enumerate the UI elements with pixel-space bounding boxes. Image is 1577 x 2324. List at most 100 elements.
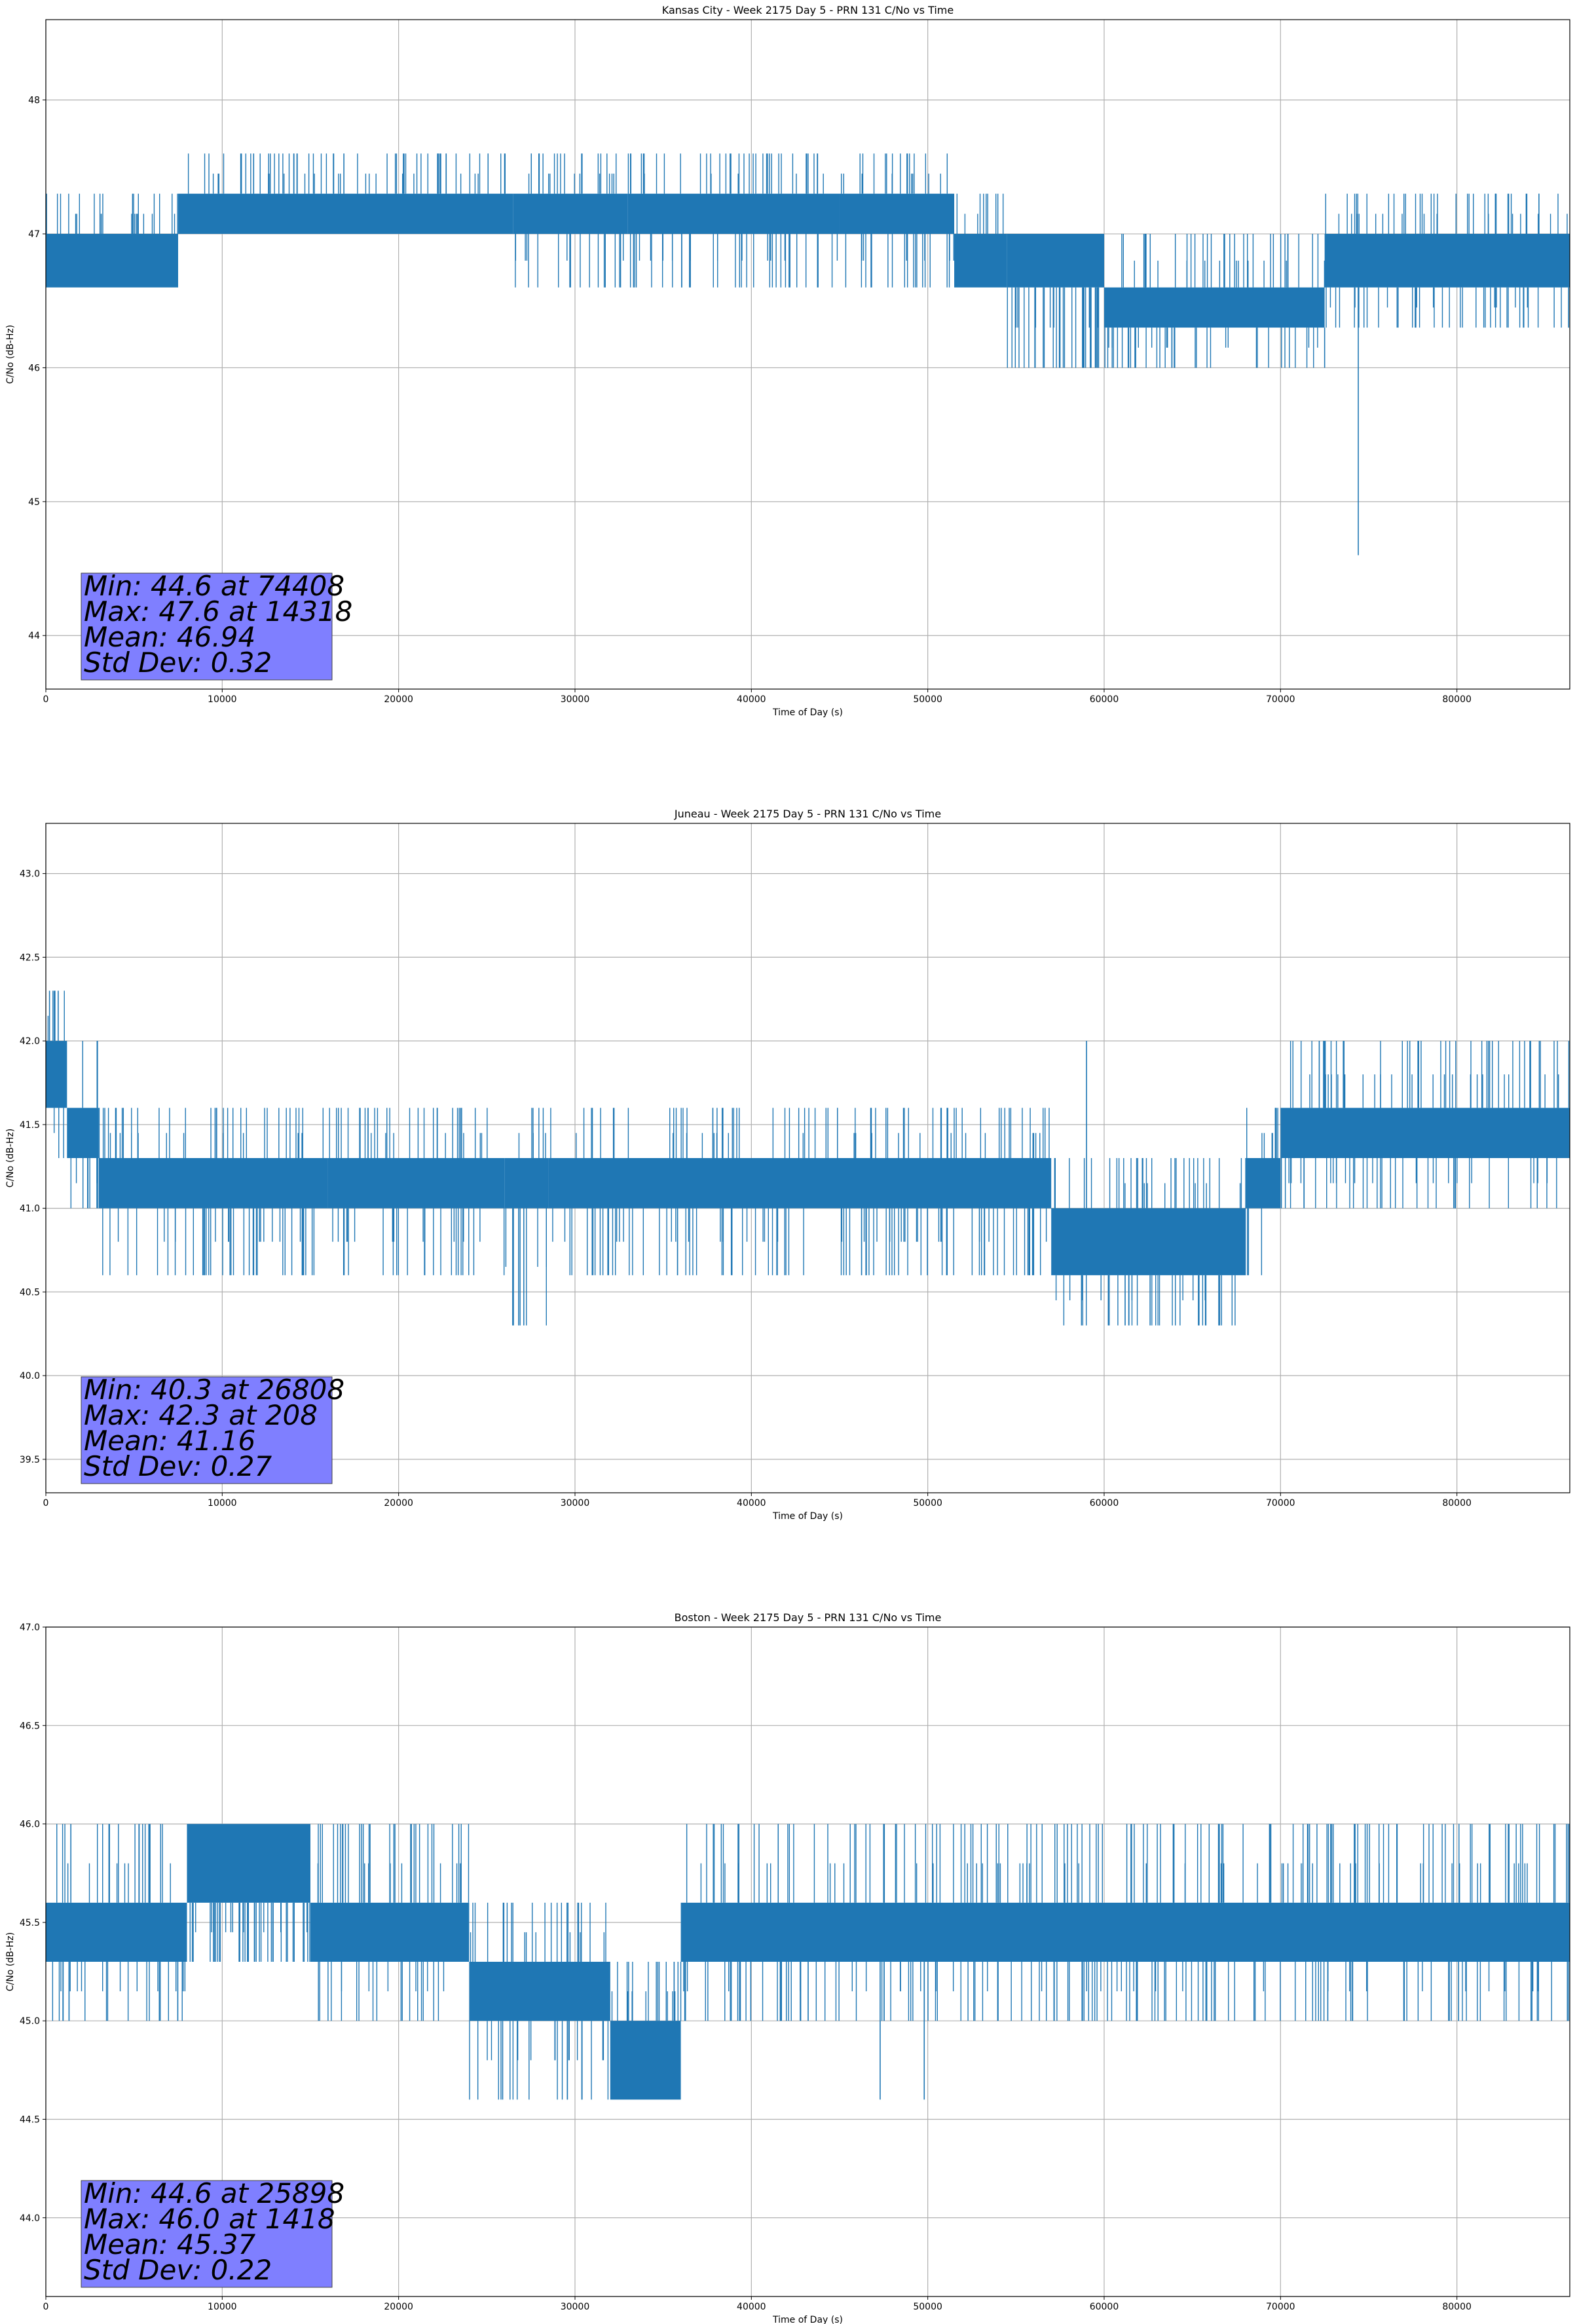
x-tick-label: 80000	[1442, 694, 1472, 705]
y-tick-label: 45	[28, 497, 40, 508]
chart-title: Boston - Week 2175 Day 5 - PRN 131 C/No …	[675, 1611, 942, 1624]
x-tick-label: 70000	[1266, 2302, 1295, 2312]
x-tick-label: 20000	[384, 2302, 413, 2312]
stats-min: Min: 44.6 at 74408	[84, 570, 344, 602]
stats-mean: Mean: 45.37	[84, 2228, 255, 2260]
x-tick-label: 50000	[913, 1498, 942, 1509]
x-tick-label: 70000	[1266, 694, 1295, 705]
x-tick-label: 0	[43, 1498, 49, 1509]
y-tick-label: 42.0	[20, 1036, 40, 1047]
data-band	[187, 1824, 310, 1903]
data-band	[67, 1108, 99, 1158]
y-tick-label: 43.0	[20, 869, 40, 880]
y-tick-label: 46.0	[20, 1820, 40, 1830]
y-tick-label: 44.5	[20, 2114, 40, 2125]
stats-max: Max: 42.3 at 208	[84, 1399, 318, 1431]
data-band	[513, 193, 628, 234]
y-tick-label: 41.0	[20, 1204, 40, 1214]
data-band	[177, 193, 513, 234]
y-tick-label: 44	[28, 631, 40, 641]
data-band	[1280, 1108, 1570, 1158]
x-tick-label: 50000	[913, 2302, 942, 2312]
data-band	[954, 234, 1007, 288]
x-tick-label: 80000	[1442, 1498, 1472, 1509]
stats-max: Max: 47.6 at 14318	[84, 595, 352, 628]
stats-box-background	[81, 1376, 333, 1484]
y-tick-label: 47	[28, 229, 40, 240]
stats-std: Std Dev: 0.27	[84, 1450, 272, 1482]
y-tick-label: 39.5	[20, 1455, 40, 1465]
axes-frame	[45, 823, 1570, 1493]
chart-panel-3: Boston - Week 2175 Day 5 - PRN 131 C/No …	[5, 1611, 1570, 2324]
chart-panel-1: Kansas City - Week 2175 Day 5 - PRN 131 …	[5, 4, 1570, 718]
x-tick-label: 10000	[208, 694, 237, 705]
x-axis-label: Time of Day (s)	[772, 707, 843, 718]
axes-frame	[45, 19, 1570, 690]
x-tick-label: 60000	[1090, 2302, 1119, 2312]
x-tick-label: 30000	[561, 1498, 590, 1509]
x-tick-label: 0	[43, 2302, 49, 2312]
y-tick-label: 46.5	[20, 1721, 40, 1731]
stats-min: Min: 40.3 at 26808	[84, 1374, 344, 1406]
y-tick-label: 45.5	[20, 1918, 40, 1928]
y-axis-label: C/No (dB-Hz)	[5, 325, 16, 384]
data-band	[839, 193, 955, 234]
data-band	[504, 1158, 549, 1209]
chart-title: Kansas City - Week 2175 Day 5 - PRN 131 …	[662, 4, 954, 16]
x-tick-label: 80000	[1442, 2302, 1472, 2312]
stats-std: Std Dev: 0.22	[84, 2254, 272, 2286]
data-band	[46, 234, 178, 288]
data-series	[46, 990, 1570, 1326]
y-tick-label: 47.0	[20, 1622, 40, 1633]
data-band	[310, 1902, 470, 1962]
stats-mean: Mean: 41.16	[84, 1425, 255, 1457]
data-band	[1104, 287, 1325, 328]
x-tick-label: 20000	[384, 694, 413, 705]
stats-box-background	[81, 2180, 333, 2288]
stats-mean: Mean: 46.94	[84, 621, 255, 653]
y-tick-label: 46	[28, 363, 40, 373]
chart-panel-2: Juneau - Week 2175 Day 5 - PRN 131 C/No …	[5, 808, 1570, 1522]
x-tick-label: 0	[43, 694, 49, 705]
data-band	[610, 2021, 681, 2100]
x-tick-label: 40000	[737, 2302, 766, 2312]
x-tick-label: 50000	[913, 694, 942, 705]
y-tick-label: 48	[28, 96, 40, 106]
y-tick-label: 45.0	[20, 2016, 40, 2027]
data-band	[1324, 234, 1570, 288]
x-tick-label: 20000	[384, 1498, 413, 1509]
stats-box-background	[81, 572, 333, 681]
x-axis-label: Time of Day (s)	[772, 1511, 843, 1522]
x-tick-label: 60000	[1090, 694, 1119, 705]
y-tick-label: 42.5	[20, 952, 40, 963]
y-tick-label: 41.5	[20, 1120, 40, 1131]
data-series	[46, 153, 1570, 555]
data-band	[46, 1902, 187, 1962]
y-tick-label: 44.0	[20, 2213, 40, 2224]
x-tick-label: 60000	[1090, 1498, 1119, 1509]
y-axis-label: C/No (dB-Hz)	[5, 1932, 16, 1991]
x-tick-label: 70000	[1266, 1498, 1295, 1509]
data-series	[46, 1824, 1570, 2100]
x-axis-label: Time of Day (s)	[772, 2315, 843, 2324]
data-band	[680, 1902, 1570, 1962]
stats-std: Std Dev: 0.32	[84, 647, 272, 679]
data-band	[469, 1962, 610, 2021]
y-tick-label: 40.0	[20, 1371, 40, 1381]
y-axis-label: C/No (dB-Hz)	[5, 1129, 16, 1188]
x-tick-label: 10000	[208, 1498, 237, 1509]
chart-title: Juneau - Week 2175 Day 5 - PRN 131 C/No …	[674, 808, 941, 820]
data-band	[46, 1041, 67, 1108]
x-tick-label: 40000	[737, 1498, 766, 1509]
stats-min: Min: 44.6 at 25898	[84, 2177, 344, 2209]
axes-frame	[45, 1626, 1570, 2297]
data-band	[98, 1158, 328, 1209]
x-tick-label: 30000	[561, 2302, 590, 2312]
data-band	[627, 193, 840, 234]
x-tick-label: 40000	[737, 694, 766, 705]
data-band	[1007, 234, 1104, 288]
data-band	[327, 1158, 505, 1209]
